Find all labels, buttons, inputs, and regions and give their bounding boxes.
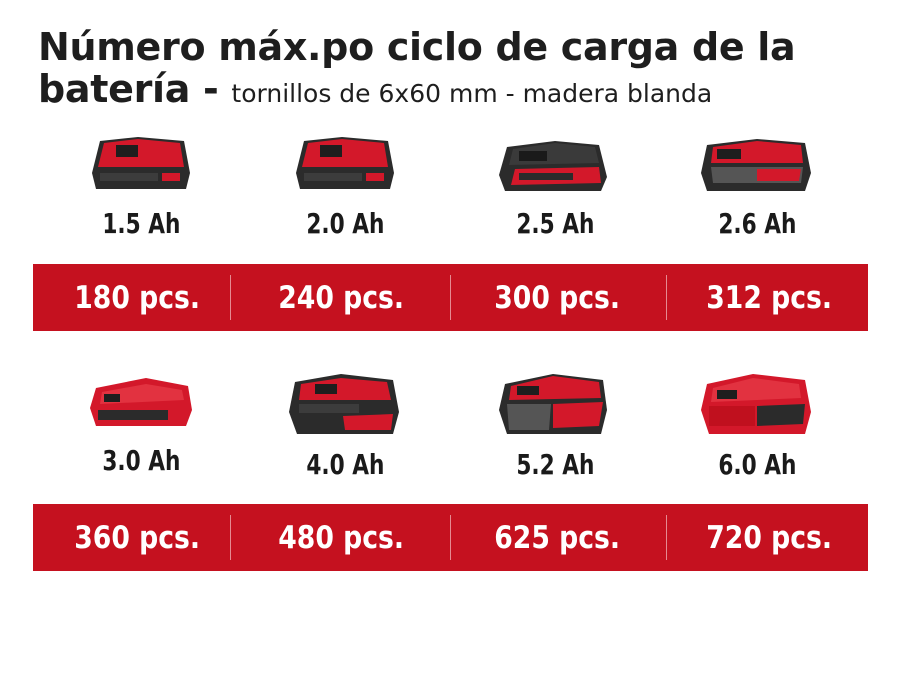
divider [450, 275, 451, 320]
count-cell: 312 pcs. [665, 264, 874, 331]
battery-capacity: 4.0 Ah [305, 448, 385, 481]
battery-item: 4.0 Ah [270, 370, 420, 490]
count-cell: 180 pcs. [33, 264, 242, 331]
divider [666, 275, 667, 320]
count-value: 360 pcs. [74, 519, 201, 556]
count-value: 300 pcs. [494, 279, 621, 316]
page-title: Número máx.po ciclo de carga de la bater… [38, 26, 878, 115]
count-cell: 360 pcs. [33, 504, 242, 571]
battery-item: 2.5 Ah [480, 133, 630, 253]
battery-capacity: 3.0 Ah [101, 444, 181, 477]
divider [230, 515, 231, 560]
count-value: 180 pcs. [74, 279, 201, 316]
battery-item: 2.0 Ah [270, 133, 420, 253]
count-cell: 300 pcs. [453, 264, 662, 331]
battery-item: 2.6 Ah [682, 133, 832, 253]
battery-capacity: 2.6 Ah [717, 207, 797, 240]
count-bar-row-2: 360 pcs. 480 pcs. 625 pcs. 720 pcs. [33, 504, 868, 571]
divider [450, 515, 451, 560]
count-value: 480 pcs. [278, 519, 405, 556]
battery-item: 3.0 Ah [66, 370, 216, 490]
battery-pack-compact-icon [701, 139, 811, 191]
battery-capacity: 6.0 Ah [717, 448, 797, 481]
battery-capacity: 5.2 Ah [515, 448, 595, 481]
battery-capacity: 2.0 Ah [305, 207, 385, 240]
battery-pack-large-icon [701, 374, 811, 434]
count-cell: 625 pcs. [453, 504, 662, 571]
battery-pack-compact-icon [296, 137, 394, 189]
battery-pack-compact-icon [92, 137, 190, 189]
battery-item: 5.2 Ah [480, 370, 630, 490]
count-value: 312 pcs. [706, 279, 833, 316]
count-value: 625 pcs. [494, 519, 621, 556]
battery-pack-large-icon [499, 374, 607, 434]
title-main: Número máx.po ciclo de carga de la bater… [38, 25, 796, 111]
battery-capacity: 2.5 Ah [515, 207, 595, 240]
battery-pack-compact-icon [90, 378, 192, 426]
count-bar-row-1: 180 pcs. 240 pcs. 300 pcs. 312 pcs. [33, 264, 868, 331]
count-value: 720 pcs. [706, 519, 833, 556]
battery-capacity: 1.5 Ah [101, 207, 181, 240]
battery-pack-compact-icon [499, 141, 607, 191]
count-value: 240 pcs. [278, 279, 405, 316]
count-cell: 240 pcs. [237, 264, 446, 331]
battery-pack-large-icon [289, 374, 399, 434]
divider [666, 515, 667, 560]
battery-item: 1.5 Ah [66, 133, 216, 253]
title-subtitle: tornillos de 6x60 mm - madera blanda [231, 79, 713, 108]
count-cell: 480 pcs. [237, 504, 446, 571]
count-cell: 720 pcs. [665, 504, 874, 571]
divider [230, 275, 231, 320]
battery-item: 6.0 Ah [682, 370, 832, 490]
